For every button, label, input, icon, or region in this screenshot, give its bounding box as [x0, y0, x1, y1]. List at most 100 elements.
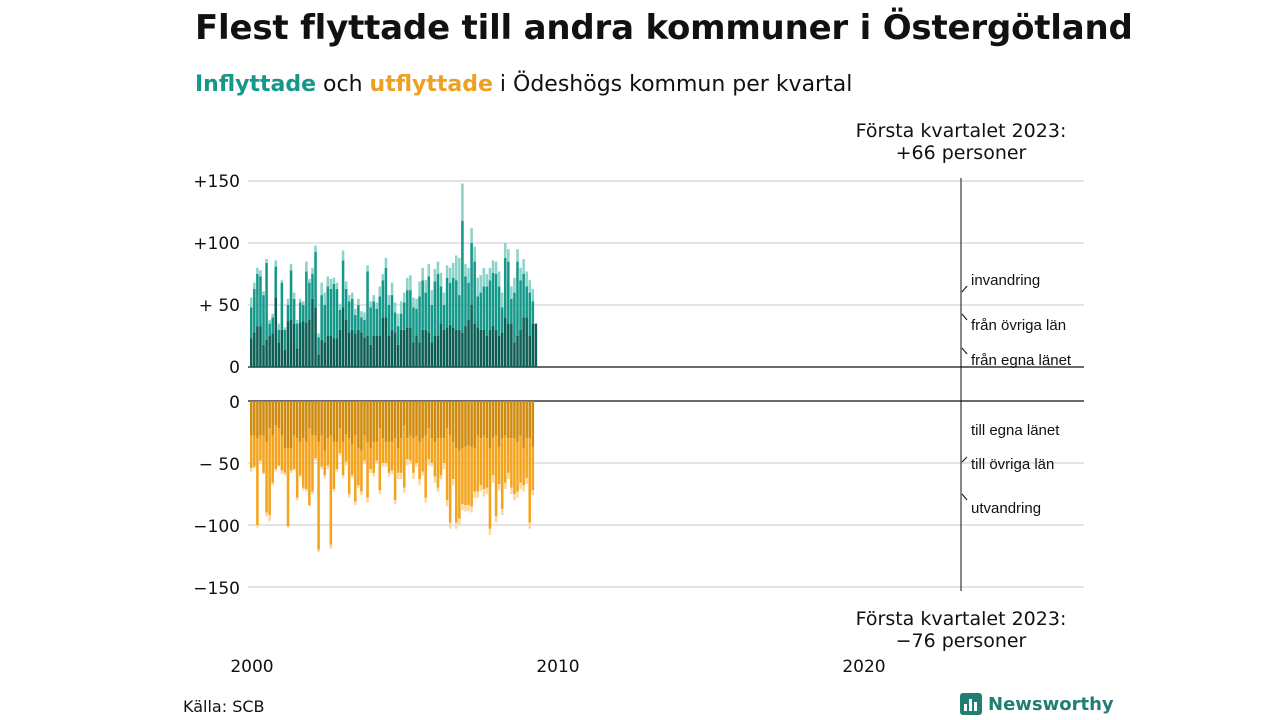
bar-in-2-q55 — [418, 281, 421, 297]
bar-in-0-q14 — [292, 323, 296, 367]
bar-in-0-q34 — [354, 333, 357, 367]
bar-in-2-q23 — [320, 282, 323, 296]
bar-out-0-q88 — [519, 401, 522, 436]
bar-out-2-q78 — [488, 528, 492, 535]
bar-out-2-q86 — [513, 494, 516, 501]
bar-out-0-q46 — [390, 401, 394, 442]
bar-in-0-q4 — [262, 344, 265, 367]
bar-out-1-q78 — [488, 448, 492, 529]
bar-in-2-q75 — [479, 275, 483, 293]
bar-in-0-q9 — [277, 342, 281, 367]
bar-in-2-q85 — [510, 286, 513, 299]
bar-in-0-q71 — [467, 319, 470, 367]
leader-invandring — [961, 285, 968, 293]
bar-out-0-q54 — [415, 401, 418, 436]
bar-in-2-q91 — [528, 280, 532, 293]
bar-out-1-q44 — [384, 441, 388, 463]
bar-out-1-q11 — [283, 448, 287, 473]
bar-out-1-q92 — [531, 446, 535, 491]
bar-in-1-q62 — [439, 286, 443, 324]
bar-out-0-q77 — [485, 401, 489, 439]
bar-in-2-q69 — [461, 183, 464, 221]
bar-in-2-q15 — [295, 319, 299, 324]
bar-out-1-q86 — [513, 438, 516, 494]
bar-out-0-q51 — [406, 401, 409, 439]
bar-in-0-q6 — [268, 336, 271, 367]
bar-in-0-q26 — [329, 336, 333, 367]
bar-in-0-q64 — [445, 327, 449, 367]
bar-out-1-q68 — [458, 450, 461, 519]
bar-out-1-q40 — [372, 441, 375, 473]
bar-in-1-q75 — [479, 292, 483, 330]
bar-out-2-q67 — [455, 522, 458, 529]
leader-utvandring — [961, 493, 968, 501]
bar-out-0-q70 — [464, 401, 467, 447]
bar-out-2-q59 — [430, 463, 434, 467]
bar-in-0-q23 — [320, 339, 323, 367]
bar-out-2-q39 — [369, 469, 372, 473]
bar-out-0-q8 — [274, 401, 278, 426]
bar-out-0-q21 — [314, 401, 317, 436]
bar-in-1-q60 — [433, 281, 437, 336]
bar-in-2-q14 — [292, 292, 296, 299]
x-tick-2020: 2020 — [842, 657, 885, 677]
bar-out-1-q88 — [519, 435, 522, 483]
bar-in-2-q29 — [338, 303, 342, 310]
bar-in-0-q57 — [424, 329, 427, 367]
bar-in-0-q82 — [500, 332, 504, 367]
bar-in-2-q73 — [473, 246, 476, 262]
bar-out-1-q64 — [445, 428, 449, 501]
bar-out-1-q42 — [378, 428, 382, 491]
bar-in-0-q78 — [488, 329, 492, 367]
bar-out-2-q89 — [522, 485, 525, 492]
bar-out-0-q18 — [305, 401, 308, 442]
bar-in-1-q90 — [525, 286, 528, 318]
bar-in-2-q79 — [491, 260, 495, 273]
bar-in-0-q33 — [350, 329, 354, 367]
subtitle-rest: i Ödeshögs kommun per kvartal — [492, 72, 853, 97]
bar-out-1-q5 — [265, 441, 268, 513]
bar-out-1-q83 — [503, 435, 507, 483]
bar-in-2-q9 — [277, 323, 281, 330]
bar-out-0-q64 — [445, 401, 449, 429]
bar-in-0-q11 — [283, 349, 287, 367]
newsworthy-logo[interactable]: Newsworthy — [960, 693, 1114, 715]
bar-out-0-q25 — [326, 401, 330, 439]
bar-in-1-q83 — [503, 257, 507, 318]
bar-out-0-q83 — [503, 401, 507, 436]
bar-out-1-q15 — [295, 438, 299, 498]
bar-in-0-q44 — [384, 317, 388, 367]
bar-in-1-q68 — [458, 295, 461, 330]
bar-in-0-q85 — [510, 323, 513, 367]
bar-out-0-q78 — [488, 401, 492, 449]
bar-out-0-q10 — [280, 401, 284, 436]
bar-in-2-q1 — [253, 282, 256, 289]
bar-out-0-q38 — [366, 401, 369, 442]
bar-in-0-q66 — [451, 327, 455, 367]
bar-out-0-q41 — [375, 401, 379, 442]
bar-out-0-q74 — [476, 401, 479, 436]
bar-in-0-q18 — [305, 322, 308, 367]
bar-out-1-q51 — [406, 438, 409, 460]
bar-in-0-q16 — [298, 322, 302, 367]
bar-out-2-q16 — [298, 475, 302, 477]
bar-in-0-q7 — [271, 333, 274, 367]
bar-in-1-q37 — [363, 319, 366, 338]
bar-in-1-q26 — [329, 288, 333, 336]
bar-out-1-q65 — [448, 435, 452, 523]
bar-out-1-q24 — [323, 450, 326, 476]
bar-in-0-q67 — [455, 329, 458, 367]
bar-out-2-q4 — [262, 472, 265, 475]
bar-out-1-q89 — [522, 448, 525, 486]
bar-out-2-q33 — [350, 475, 354, 478]
bar-in-1-q9 — [277, 329, 281, 343]
bar-out-1-q91 — [528, 438, 532, 523]
bar-out-0-q69 — [461, 401, 464, 449]
bar-in-2-q80 — [494, 261, 498, 274]
bar-in-1-q39 — [369, 307, 372, 345]
bar-out-2-q10 — [280, 470, 284, 475]
bar-out-0-q47 — [393, 401, 397, 439]
bar-out-0-q55 — [418, 401, 421, 442]
bar-in-2-q31 — [344, 281, 348, 289]
bar-in-0-q70 — [464, 326, 467, 367]
